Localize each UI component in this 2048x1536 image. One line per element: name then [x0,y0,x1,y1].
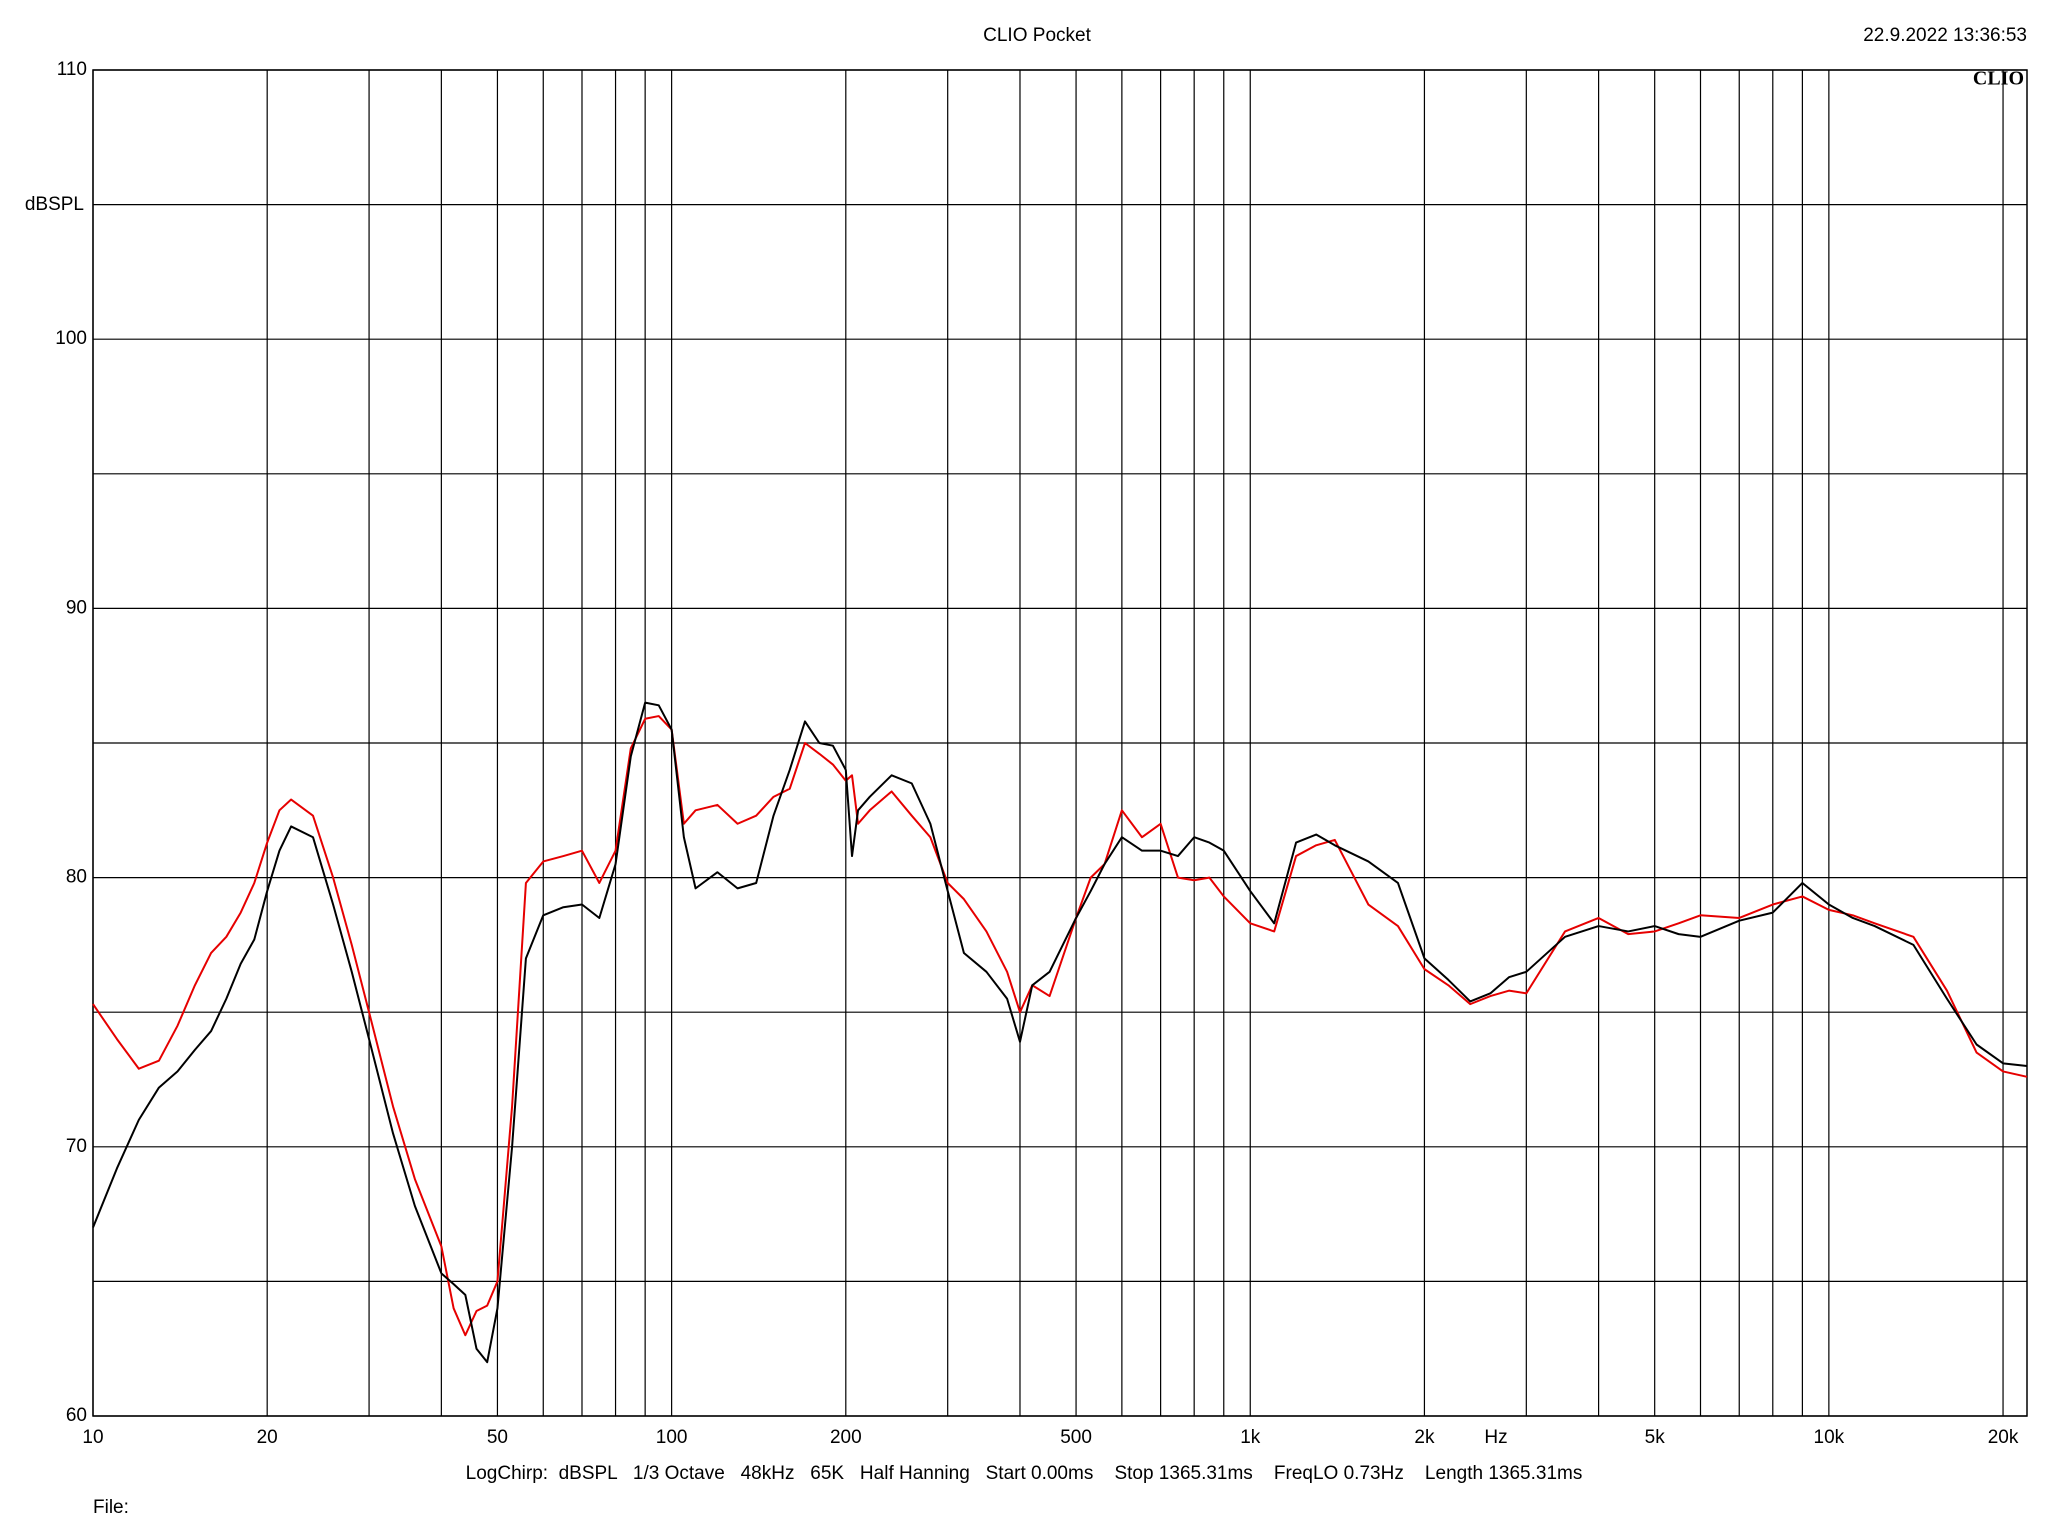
y-axis-label: dBSPL [25,194,84,215]
series-line [92,715,2028,1337]
footer: LogChirp: dBSPL 1/3 Octave 48kHz 65K Hal… [466,1463,1583,1484]
logo: CLIO [1973,68,2024,90]
x-tick-label: 1k [1240,1427,1261,1448]
y-tick-label: 60 [66,1405,87,1426]
y-tick-label: 80 [66,867,87,888]
x-tick-label: 200 [830,1427,862,1448]
x-tick-label: 50 [487,1427,508,1448]
x-tick-label: 100 [656,1427,688,1448]
series-line [92,701,2028,1364]
x-tick-label: 500 [1060,1427,1092,1448]
file-label: File: [93,1497,129,1518]
x-axis-label: Hz [1484,1427,1507,1448]
y-tick-label: 90 [66,597,87,618]
y-tick-label: 110 [57,59,87,80]
x-tick-label: 20k [1988,1427,2019,1448]
chart-title: CLIO Pocket [983,25,1091,46]
x-tick-label: 5k [1645,1427,1666,1448]
timestamp: 22.9.2022 13:36:53 [1863,25,2027,46]
y-tick-label: 100 [55,328,87,349]
x-tick-label: 20 [257,1427,278,1448]
y-tick-label: 70 [66,1136,87,1157]
x-tick-label: 2k [1414,1427,1435,1448]
x-tick-label: 10k [1814,1427,1845,1448]
x-tick-label: 10 [82,1427,103,1448]
